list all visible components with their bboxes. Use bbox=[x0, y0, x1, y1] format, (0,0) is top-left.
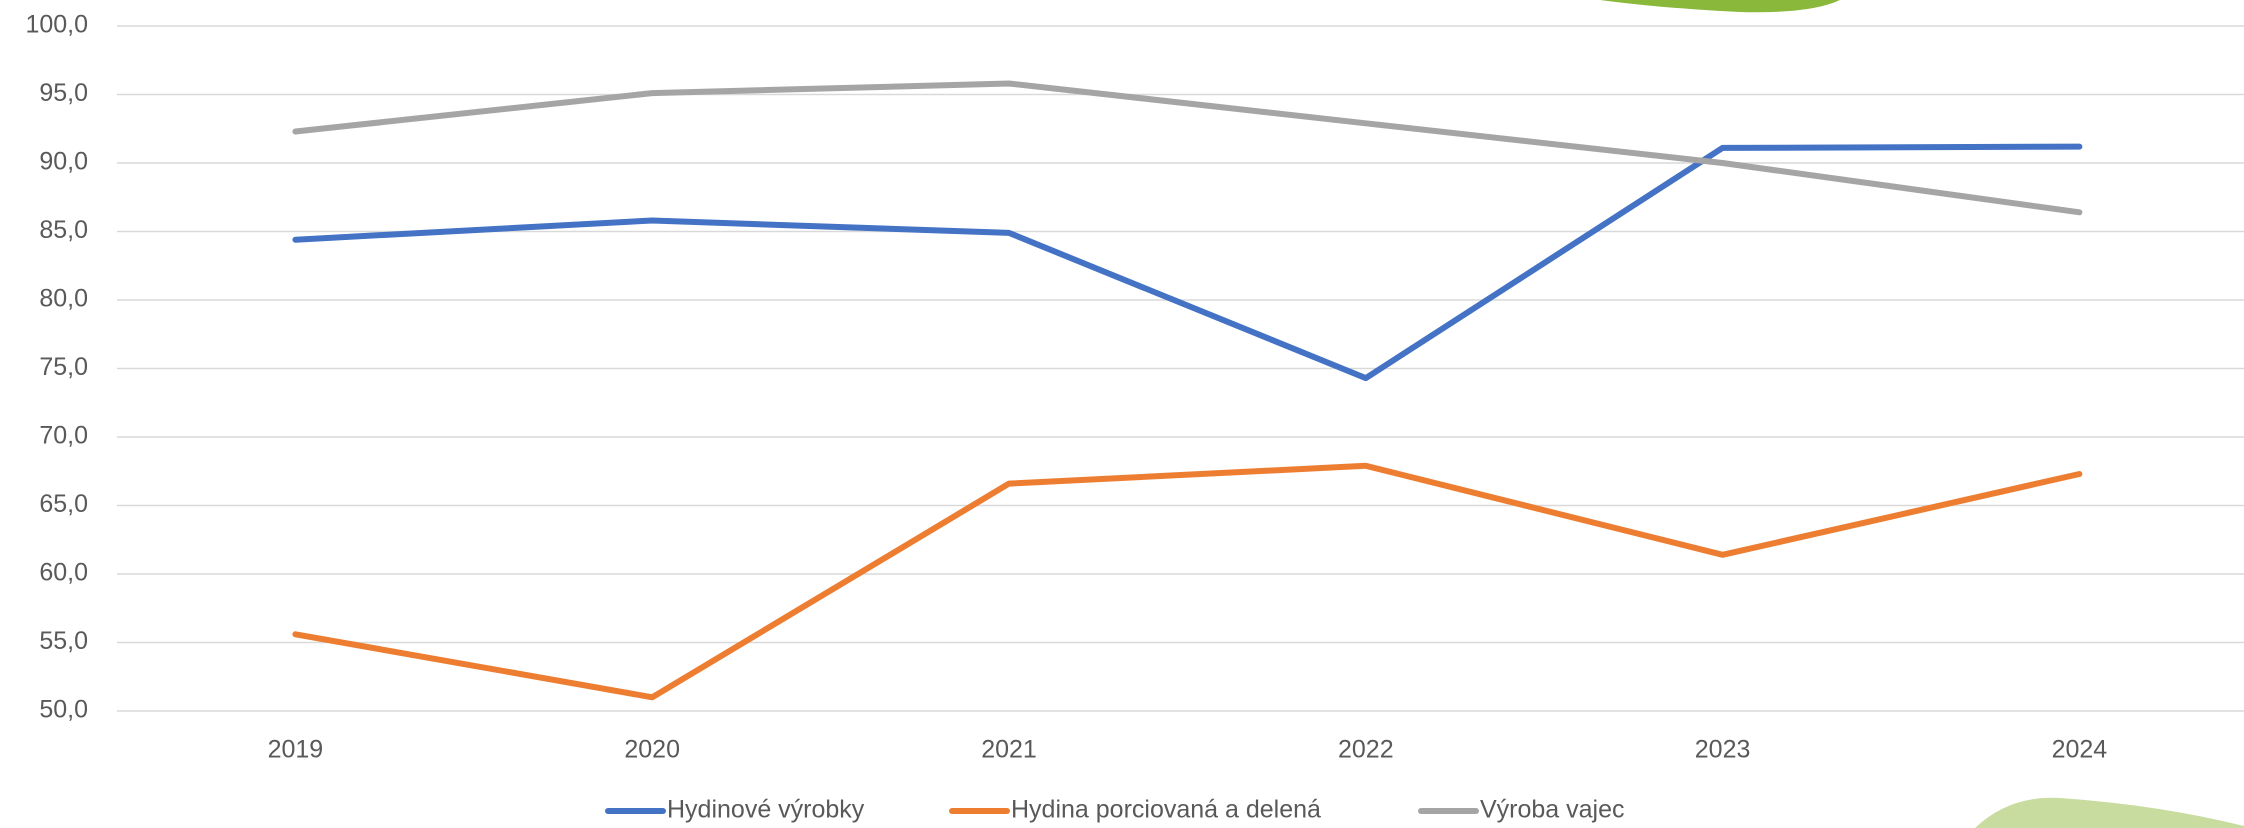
y-tick-label: 50,0 bbox=[39, 696, 88, 724]
y-tick-label: 55,0 bbox=[39, 627, 88, 655]
legend-label: Hydina porciovaná a delená bbox=[1011, 796, 1321, 824]
x-tick-label: 2024 bbox=[2052, 736, 2108, 764]
y-tick-label: 75,0 bbox=[39, 353, 88, 381]
legend-label: Hydinové výrobky bbox=[667, 796, 865, 824]
y-tick-label: 100,0 bbox=[25, 11, 88, 39]
decoration bbox=[1600, 0, 1840, 13]
series-line bbox=[292, 462, 2083, 701]
y-tick-label: 60,0 bbox=[39, 559, 88, 587]
x-tick-label: 2019 bbox=[268, 736, 324, 764]
y-tick-label: 95,0 bbox=[39, 79, 88, 107]
x-tick-label: 2021 bbox=[981, 736, 1037, 764]
y-tick-label: 65,0 bbox=[39, 490, 88, 518]
x-tick-label: 2023 bbox=[1695, 736, 1751, 764]
x-tick-label: 2022 bbox=[1338, 736, 1394, 764]
y-tick-label: 90,0 bbox=[39, 148, 88, 176]
legend-label: Výroba vajec bbox=[1480, 796, 1625, 824]
series-line bbox=[292, 143, 2083, 382]
series-line bbox=[292, 80, 2083, 216]
y-tick-label: 80,0 bbox=[39, 285, 88, 313]
x-tick-label: 2020 bbox=[624, 736, 680, 764]
y-tick-label: 70,0 bbox=[39, 422, 88, 450]
decoration bbox=[1975, 797, 2244, 828]
y-tick-label: 85,0 bbox=[39, 216, 88, 244]
